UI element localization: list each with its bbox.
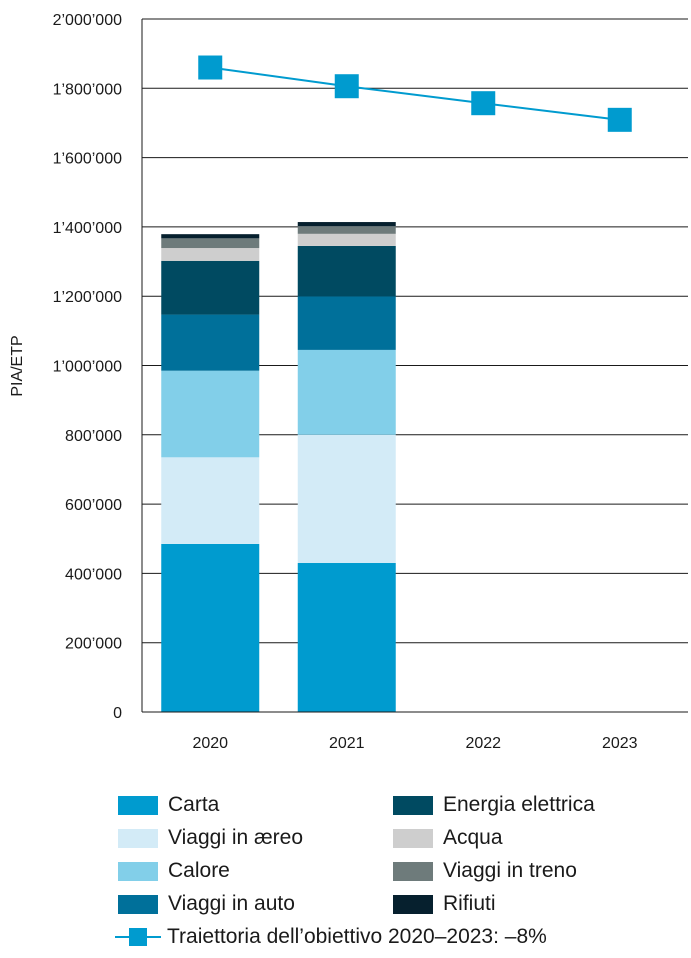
line-marker-icon	[115, 928, 161, 946]
legend-swatch	[393, 795, 433, 815]
legend-item: Viaggi in æreo	[118, 825, 393, 851]
legend-label: Viaggi in æreo	[168, 826, 304, 849]
legend-label: Viaggi in treno	[443, 859, 577, 882]
bar-segment-viaggi-in-reo	[161, 457, 260, 544]
legend-swatch	[393, 828, 433, 848]
bar-segment-viaggi-in-auto	[297, 296, 396, 350]
legend-swatch	[393, 894, 433, 914]
legend-item: Rifiuti	[393, 891, 663, 917]
target-point	[198, 55, 223, 80]
legend-item-target: Traiettoria dell’obiettivo 2020–2023: –8…	[115, 924, 678, 950]
y-axis: 0 200’000 400’000 600’000 800’000 1’000’000 1’…	[53, 12, 688, 722]
legend-label-target: Traiettoria dell’obiettivo 2020–2023: –8…	[167, 925, 547, 948]
legend-swatch	[393, 861, 433, 881]
bars	[161, 222, 396, 712]
legend-swatch	[118, 828, 158, 848]
y-tick-label: 400’000	[65, 566, 122, 583]
y-tick-label: 1’000’000	[53, 359, 123, 376]
y-tick-label: 800’000	[65, 428, 122, 445]
y-axis-label: PIA/ETP	[9, 335, 26, 396]
bar-segment-viaggi-in-auto	[161, 314, 260, 371]
bar-segment-viaggi-in-treno	[297, 226, 396, 234]
legend-item: Acqua	[393, 825, 663, 851]
bar-segment-carta	[297, 563, 396, 712]
legend-item: Carta	[118, 792, 393, 818]
x-tick-label: 2022	[465, 735, 501, 752]
y-tick-label: 1’200’000	[53, 289, 123, 306]
bar-segment-acqua	[297, 233, 396, 246]
x-tick-label: 2023	[602, 735, 638, 752]
y-tick-label: 200’000	[65, 636, 122, 653]
legend-label: Viaggi in auto	[168, 892, 295, 915]
target-point	[334, 74, 359, 99]
y-tick-label: 2’000’000	[53, 12, 123, 29]
legend-label: Rifiuti	[443, 892, 496, 915]
y-tick-label: 600’000	[65, 497, 122, 514]
y-tick-label: 0	[113, 705, 122, 722]
bar-segment-rifiuti	[161, 234, 260, 239]
y-tick-label: 1’400’000	[53, 220, 123, 237]
legend-items: Carta Energia elettrica Viaggi in æreo Acqu…	[118, 792, 678, 917]
target-point	[607, 107, 632, 132]
bar-segment-rifiuti	[297, 222, 396, 227]
y-tick-label: 1’600’000	[53, 151, 123, 168]
bar-segment-viaggi-in-reo	[297, 434, 396, 564]
legend-item: Calore	[118, 858, 393, 884]
y-tick-label: 1’800’000	[53, 81, 123, 98]
legend: Carta Energia elettrica Viaggi in æreo Acqu…	[115, 792, 678, 950]
target-line-path	[210, 66, 620, 121]
bar-segment-calore	[161, 370, 260, 458]
x-tick-label: 2021	[329, 735, 365, 752]
x-tick-label: 2020	[192, 735, 228, 752]
legend-item: Energia elettrica	[393, 792, 663, 818]
legend-item: Viaggi in auto	[118, 891, 393, 917]
legend-item: Viaggi in treno	[393, 858, 663, 884]
target-point	[471, 91, 496, 116]
legend-swatch	[118, 894, 158, 914]
bar-segment-carta	[161, 543, 260, 712]
bar-segment-calore	[297, 349, 396, 435]
legend-label: Carta	[168, 793, 220, 816]
legend-swatch	[118, 861, 158, 881]
target-line	[198, 55, 632, 132]
legend-label: Energia elettrica	[443, 793, 595, 816]
bar-segment-acqua	[161, 248, 260, 261]
bar-segment-energia-elettrica	[161, 260, 260, 315]
legend-swatch	[118, 795, 158, 815]
chart: 0 200’000 400’000 600’000 800’000 1’000’000 1’…	[9, 12, 688, 752]
legend-label: Calore	[168, 859, 230, 882]
legend-label: Acqua	[443, 826, 503, 849]
bar-segment-energia-elettrica	[297, 245, 396, 297]
x-axis: 2020 2021 2022 2023	[192, 735, 637, 752]
bar-segment-viaggi-in-treno	[161, 238, 260, 249]
